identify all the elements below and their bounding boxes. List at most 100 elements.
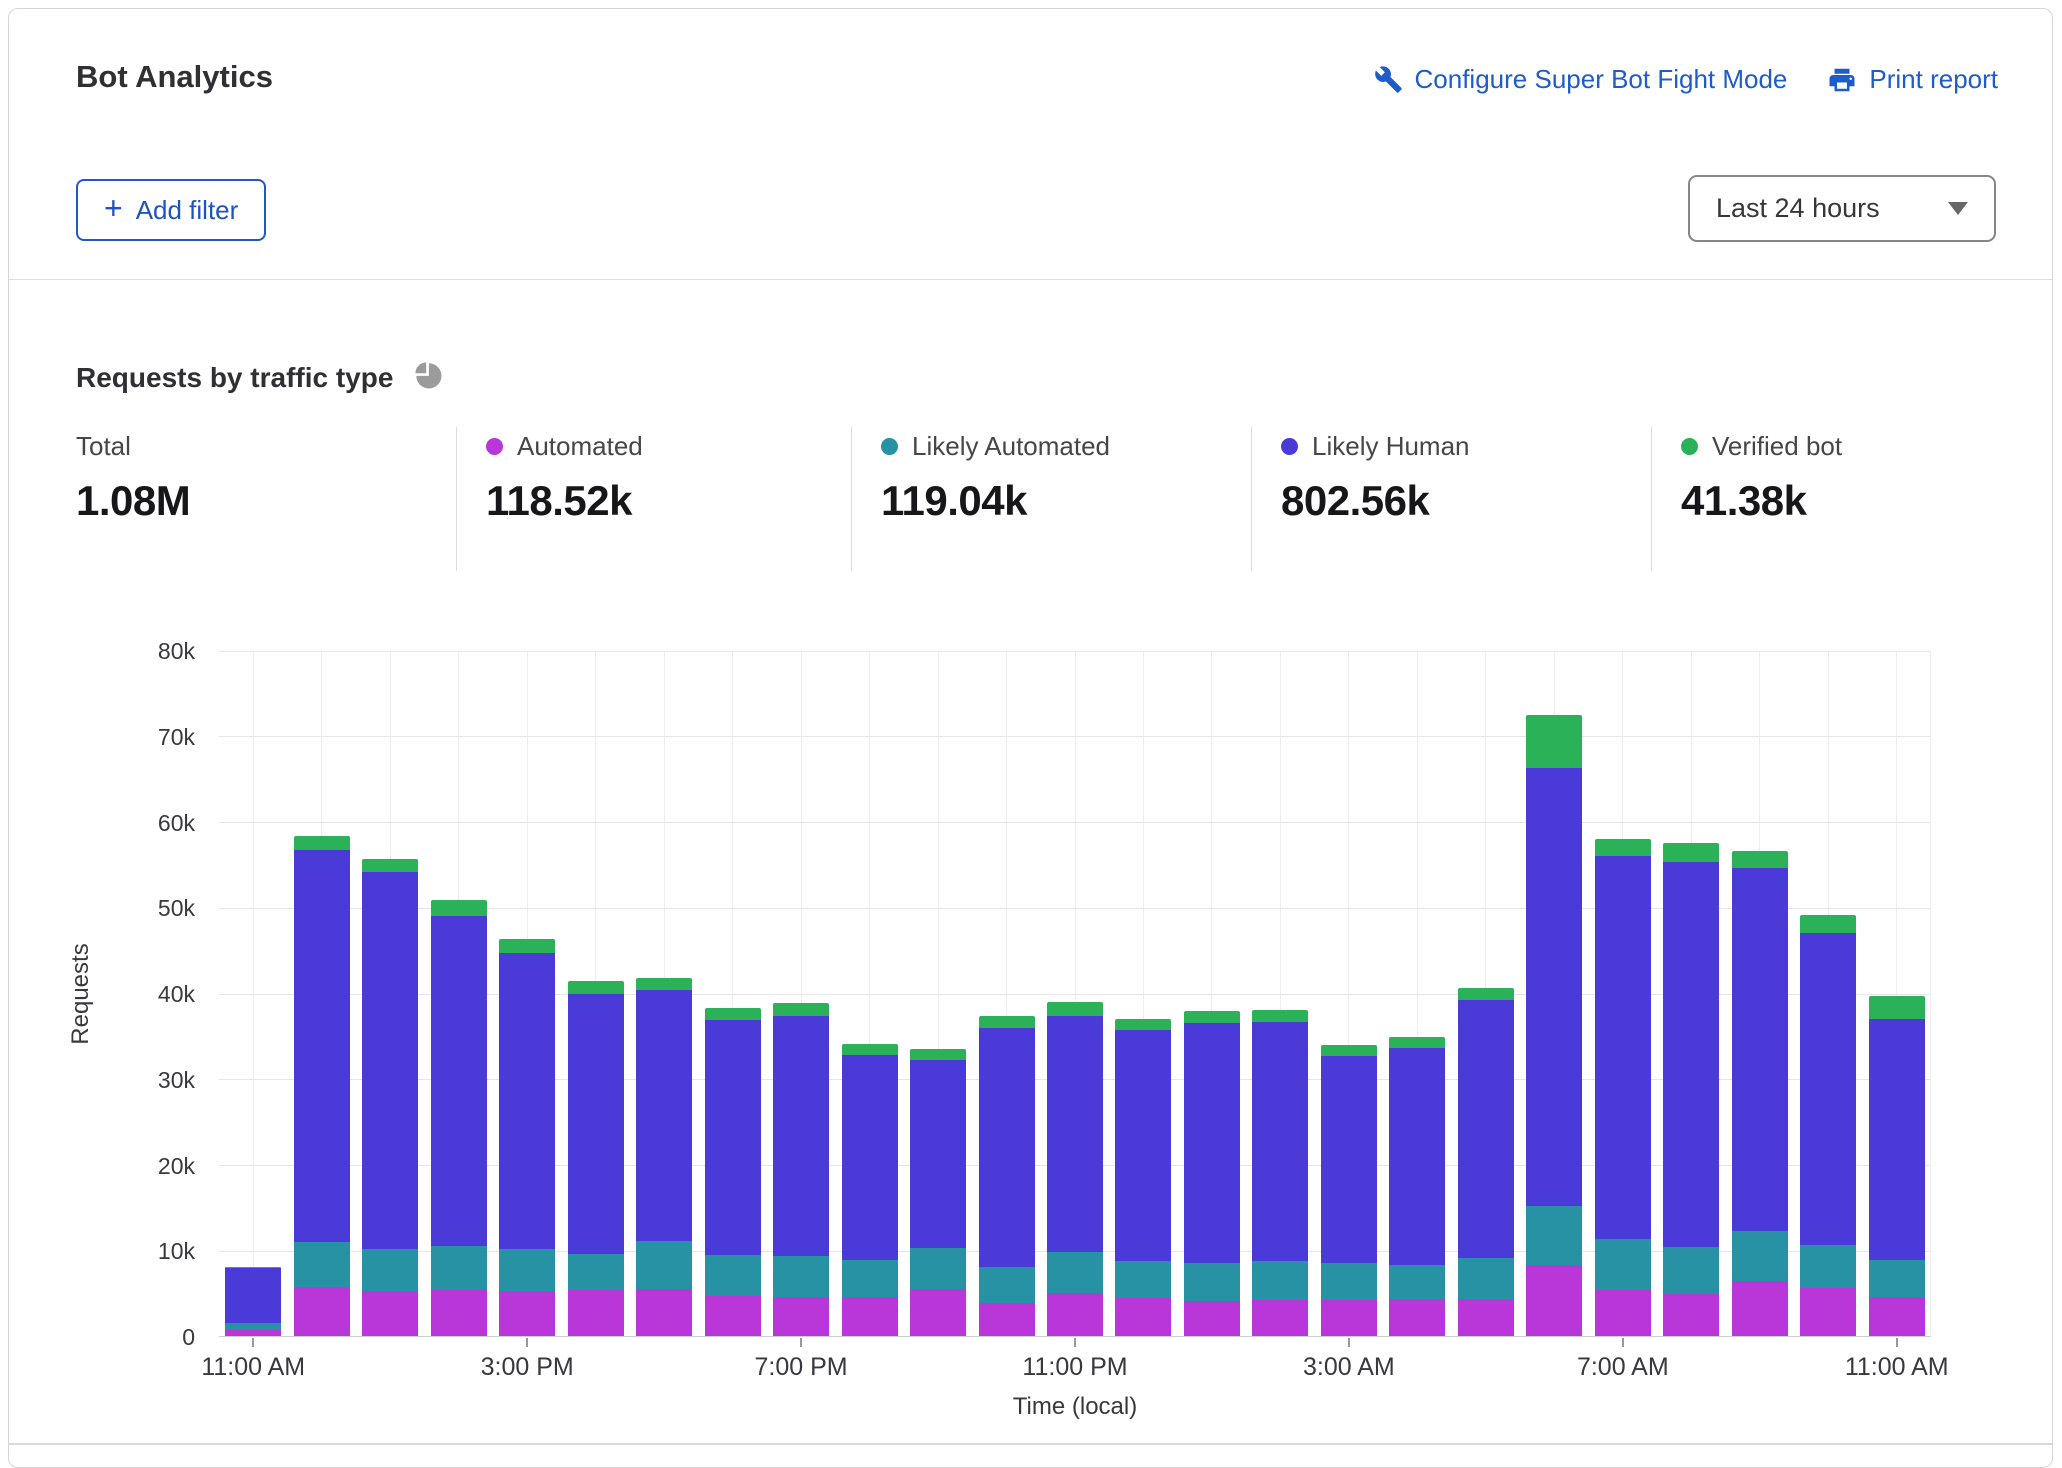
bar-segment-likely-automated[interactable] — [499, 1249, 555, 1291]
bar-segment-automated[interactable] — [1115, 1298, 1171, 1336]
bar-segment-automated[interactable] — [979, 1303, 1035, 1336]
bar-segment-likely-automated[interactable] — [636, 1241, 692, 1289]
bar-segment-automated[interactable] — [568, 1290, 624, 1336]
bar-segment-likely-human[interactable] — [294, 850, 350, 1242]
bar-segment-likely-automated[interactable] — [979, 1267, 1035, 1304]
bar-segment-verified-bot[interactable] — [1115, 1019, 1171, 1030]
bar-segment-verified-bot[interactable] — [773, 1003, 829, 1016]
bar-segment-likely-human[interactable] — [1047, 1016, 1103, 1252]
bar-segment-likely-human[interactable] — [1252, 1022, 1308, 1261]
bar-segment-verified-bot[interactable] — [294, 836, 350, 850]
bar-segment-verified-bot[interactable] — [1869, 996, 1925, 1018]
time-range-select[interactable]: Last 24 hours — [1688, 175, 1996, 242]
bar-6-00-am-19[interactable] — [1526, 715, 1582, 1336]
bar-segment-likely-human[interactable] — [431, 916, 487, 1246]
bar-segment-automated[interactable] — [1047, 1293, 1103, 1336]
bar-segment-automated[interactable] — [499, 1291, 555, 1336]
bar-segment-automated[interactable] — [1800, 1288, 1856, 1336]
bar-segment-automated[interactable] — [362, 1291, 418, 1336]
bar-segment-likely-automated[interactable] — [225, 1323, 281, 1330]
print-report-link[interactable]: Print report — [1827, 64, 1998, 95]
bar-segment-likely-human[interactable] — [1526, 768, 1582, 1206]
stat-likely-human[interactable]: Likely Human802.56k — [1281, 429, 1470, 525]
bar-1-00-pm-2[interactable] — [362, 859, 418, 1336]
bar-segment-automated[interactable] — [1595, 1290, 1651, 1336]
bar-12-00-am-13[interactable] — [1115, 1019, 1171, 1336]
bar-segment-verified-bot[interactable] — [705, 1008, 761, 1020]
bar-4-00-am-17[interactable] — [1389, 1037, 1445, 1336]
bar-1-00-am-14[interactable] — [1184, 1011, 1240, 1336]
bar-segment-automated[interactable] — [636, 1289, 692, 1336]
bar-segment-likely-automated[interactable] — [1252, 1261, 1308, 1300]
bar-segment-verified-bot[interactable] — [1321, 1045, 1377, 1056]
bar-8-00-am-21[interactable] — [1663, 843, 1719, 1336]
bar-segment-likely-human[interactable] — [1869, 1019, 1925, 1260]
bar-12-00-pm-1[interactable] — [294, 836, 350, 1336]
bar-segment-automated[interactable] — [773, 1297, 829, 1336]
bar-segment-likely-human[interactable] — [1115, 1030, 1171, 1262]
configure-super-bot-fight-mode-link[interactable]: Configure Super Bot Fight Mode — [1374, 64, 1788, 95]
bar-segment-likely-automated[interactable] — [1869, 1260, 1925, 1297]
bar-segment-automated[interactable] — [1732, 1281, 1788, 1336]
bar-segment-automated[interactable] — [1389, 1299, 1445, 1336]
bar-segment-likely-human[interactable] — [1458, 1000, 1514, 1258]
bar-segment-verified-bot[interactable] — [1458, 988, 1514, 1000]
bar-segment-verified-bot[interactable] — [1526, 715, 1582, 767]
stat-likely-automated[interactable]: Likely Automated119.04k — [881, 429, 1110, 525]
bar-segment-likely-automated[interactable] — [1184, 1263, 1240, 1301]
bar-segment-verified-bot[interactable] — [1595, 839, 1651, 856]
bar-segment-likely-human[interactable] — [568, 994, 624, 1254]
stat-automated[interactable]: Automated118.52k — [486, 429, 643, 525]
bar-segment-likely-automated[interactable] — [1115, 1261, 1171, 1298]
bar-segment-likely-automated[interactable] — [1321, 1263, 1377, 1300]
bar-segment-verified-bot[interactable] — [362, 859, 418, 872]
bar-segment-automated[interactable] — [1184, 1301, 1240, 1336]
bar-segment-automated[interactable] — [1252, 1300, 1308, 1336]
bar-segment-likely-human[interactable] — [910, 1060, 966, 1248]
bar-segment-likely-human[interactable] — [705, 1020, 761, 1255]
bar-segment-verified-bot[interactable] — [636, 978, 692, 990]
bar-10-00-pm-11[interactable] — [979, 1016, 1035, 1336]
bar-9-00-pm-10[interactable] — [910, 1049, 966, 1336]
bar-5-00-am-18[interactable] — [1458, 988, 1514, 1336]
bar-segment-likely-human[interactable] — [499, 953, 555, 1250]
bar-segment-likely-automated[interactable] — [910, 1248, 966, 1289]
bar-segment-likely-automated[interactable] — [1595, 1239, 1651, 1290]
bar-segment-likely-automated[interactable] — [431, 1246, 487, 1290]
bar-segment-automated[interactable] — [294, 1287, 350, 1336]
bar-segment-verified-bot[interactable] — [499, 939, 555, 953]
bar-segment-verified-bot[interactable] — [842, 1044, 898, 1055]
bar-segment-automated[interactable] — [1526, 1265, 1582, 1336]
bar-segment-likely-human[interactable] — [1389, 1048, 1445, 1265]
bar-segment-likely-automated[interactable] — [773, 1256, 829, 1296]
bar-segment-verified-bot[interactable] — [979, 1016, 1035, 1028]
bar-9-00-am-22[interactable] — [1732, 851, 1788, 1336]
bar-segment-verified-bot[interactable] — [1732, 851, 1788, 868]
bar-segment-verified-bot[interactable] — [431, 900, 487, 916]
bar-segment-automated[interactable] — [910, 1289, 966, 1336]
bar-7-00-am-20[interactable] — [1595, 839, 1651, 1336]
bar-5-00-pm-6[interactable] — [636, 978, 692, 1336]
bar-segment-automated[interactable] — [705, 1296, 761, 1336]
bar-segment-verified-bot[interactable] — [1389, 1037, 1445, 1048]
bar-segment-likely-automated[interactable] — [705, 1255, 761, 1296]
bar-segment-likely-automated[interactable] — [568, 1254, 624, 1290]
bar-3-00-am-16[interactable] — [1321, 1045, 1377, 1336]
bar-segment-verified-bot[interactable] — [910, 1049, 966, 1060]
bar-segment-likely-automated[interactable] — [294, 1242, 350, 1287]
bar-segment-likely-human[interactable] — [1732, 868, 1788, 1231]
bar-segment-verified-bot[interactable] — [1800, 915, 1856, 933]
bar-segment-automated[interactable] — [1869, 1297, 1925, 1336]
bar-11-00-am-0[interactable] — [225, 1267, 281, 1336]
bar-segment-likely-automated[interactable] — [1047, 1252, 1103, 1293]
bar-segment-automated[interactable] — [1663, 1294, 1719, 1336]
bar-segment-likely-human[interactable] — [979, 1028, 1035, 1266]
bar-segment-verified-bot[interactable] — [568, 981, 624, 994]
bar-segment-likely-human[interactable] — [842, 1055, 898, 1260]
bar-segment-verified-bot[interactable] — [1252, 1010, 1308, 1022]
bar-segment-automated[interactable] — [842, 1297, 898, 1336]
bar-segment-likely-automated[interactable] — [1458, 1258, 1514, 1299]
bar-segment-likely-automated[interactable] — [842, 1260, 898, 1298]
stat-verified-bot[interactable]: Verified bot41.38k — [1681, 429, 1842, 525]
bar-8-00-pm-9[interactable] — [842, 1044, 898, 1336]
